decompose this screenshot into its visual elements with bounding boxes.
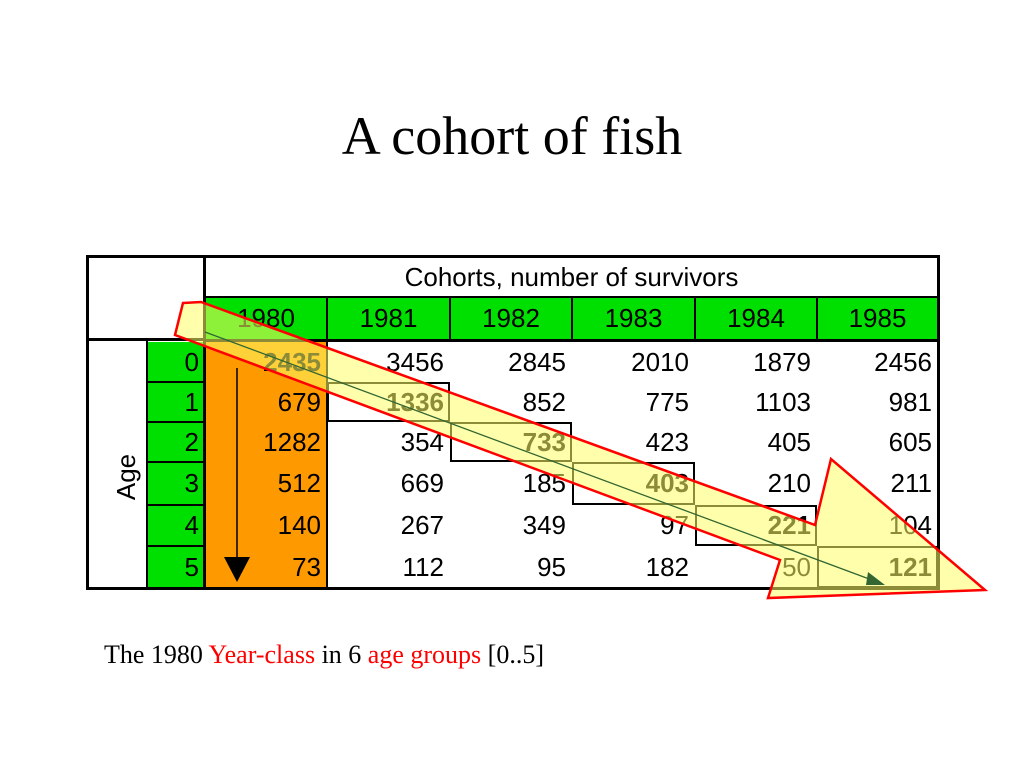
caption-text-middle: in 6 <box>315 640 368 669</box>
table-rule-v <box>694 296 696 340</box>
survivor-cell-age2-1985: 605 <box>888 426 932 457</box>
table-rule-h <box>147 381 205 383</box>
survivor-cell-age5-1983: 182 <box>645 551 689 582</box>
survivor-cell-age2-1980: 1282 <box>205 422 327 462</box>
diagonal-cell-outline <box>817 546 938 588</box>
survivor-cell-age1-1980: 679 <box>205 382 327 422</box>
diagonal-cell-outline <box>450 422 572 462</box>
diagonal-cell-outline <box>327 382 450 422</box>
age-cell-1: 1 <box>147 382 205 422</box>
survivor-cell-age5-1980: 73 <box>205 546 327 588</box>
diagonal-cell-outline <box>572 462 695 505</box>
survivor-cell-age0-1983: 2010 <box>631 346 689 377</box>
year-header-1982: 1982 <box>450 296 572 340</box>
table-border-top <box>86 255 940 258</box>
survivor-cell-age3-1984: 210 <box>767 468 811 498</box>
survivor-cell-age4-1985: 104 <box>888 510 932 540</box>
table-rule-h <box>147 545 205 547</box>
survivor-cell-age4-1983: 97 <box>660 510 689 540</box>
caption-text-end: [0..5] <box>481 640 544 669</box>
survivor-cell-age5-1981: 112 <box>402 551 444 582</box>
table-rule-v <box>449 296 451 340</box>
cohort-header: Cohorts, number of survivors <box>404 261 739 292</box>
survivor-cell-age2-1984: 405 <box>767 426 811 457</box>
age-cell-5: 5 <box>147 546 205 588</box>
table-border-right <box>937 255 940 590</box>
survivor-cell-age3-1982: 185 <box>522 468 566 498</box>
year-header-1985: 1985 <box>817 296 938 340</box>
table-border-left <box>86 255 89 590</box>
survivor-cell-age4-1980: 140 <box>205 505 327 546</box>
diagonal-cell-outline <box>695 505 817 546</box>
year-header-1980: 1980 <box>205 296 327 340</box>
table-rule-h <box>147 421 205 423</box>
survivor-cell-age4-1982: 349 <box>522 510 566 540</box>
table-rule-v <box>326 342 328 588</box>
table-rule-v <box>146 340 148 588</box>
table-rule-v <box>571 296 573 340</box>
survivor-cell-age0-1985: 2456 <box>874 346 932 377</box>
year-header-1984: 1984 <box>695 296 817 340</box>
table-border-bottom <box>86 587 940 590</box>
survivor-cell-age0-1980: 2435 <box>205 342 327 382</box>
survivor-cell-age5-1982: 95 <box>537 551 566 582</box>
survivor-cell-age0-1984: 1879 <box>753 346 811 377</box>
age-axis-label: Age <box>110 453 141 501</box>
survivor-cell-age3-1981: 669 <box>400 468 444 498</box>
caption-age-groups: age groups <box>367 640 482 669</box>
survivor-cell-age5-1984: 50 <box>782 551 811 582</box>
survivor-cell-age1-1983: 775 <box>645 386 689 417</box>
age-cell-4: 4 <box>147 505 205 546</box>
survivor-cell-age1-1982: 852 <box>522 386 566 417</box>
survivor-cell-age2-1981: 354 <box>400 426 444 457</box>
caption-text-start: The 1980 <box>104 640 209 669</box>
survivor-cell-age1-1985: 981 <box>888 386 932 417</box>
survivor-cell-age1-1984: 1103 <box>755 386 811 417</box>
survivor-cell-age2-1983: 423 <box>645 426 689 457</box>
caption-year-class: Year-class <box>208 640 316 669</box>
survivor-cell-age0-1982: 2845 <box>508 346 566 377</box>
year-header-1981: 1981 <box>327 296 450 340</box>
survivor-cell-age0-1981: 3456 <box>386 346 444 377</box>
table-rule-v <box>816 296 818 340</box>
slide-caption: The 1980 Year-class in 6 age groups [0..… <box>104 640 544 670</box>
survivor-cell-age3-1985: 211 <box>890 468 932 498</box>
survivor-cell-age3-1980: 512 <box>205 462 327 505</box>
table-rule-v <box>326 296 328 340</box>
slide-title: A cohort of fish <box>341 106 683 166</box>
year-header-1983: 1983 <box>572 296 695 340</box>
table-rule-h <box>86 338 206 341</box>
age-cell-0: 0 <box>147 342 205 382</box>
survivor-cell-age4-1981: 267 <box>400 510 444 540</box>
